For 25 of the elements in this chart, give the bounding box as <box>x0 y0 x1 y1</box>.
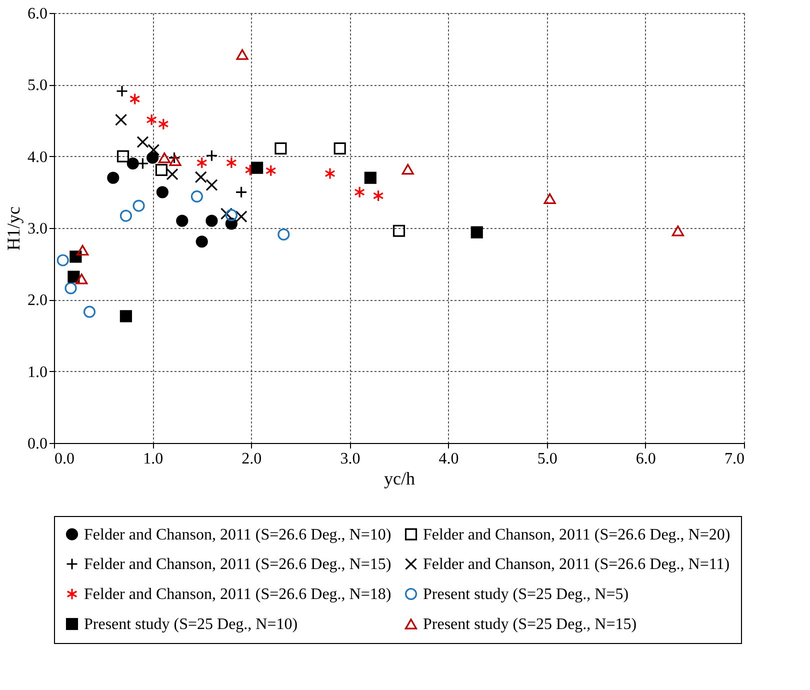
y-tick-label: 2.0 <box>28 292 48 310</box>
y-axis-title: H1/yc <box>4 206 24 250</box>
x-tick-label: 3.0 <box>340 450 360 468</box>
x-axis-title: yc/h <box>384 468 415 488</box>
x-tick-label: 6.0 <box>636 450 656 468</box>
legend-label: Felder and Chanson, 2011 (S=26.6 Deg., N=18) <box>84 586 392 603</box>
y-tick-label: 0.0 <box>28 436 48 452</box>
legend-label: Felder and Chanson, 2011 (S=26.6 Deg., N=10) <box>84 526 392 544</box>
y-tick-label: 4.0 <box>28 148 48 166</box>
x-tick-label: 5.0 <box>537 450 558 468</box>
x-tick-label: 4.0 <box>438 450 459 468</box>
x-tick-label: 1.0 <box>143 450 164 468</box>
legend-label: Present study (S=25 Deg., N=10) <box>84 616 298 633</box>
y-tick-label: 3.0 <box>28 220 48 238</box>
legend-label: Felder and Chanson, 2011 (S=26.6 Deg., N=20) <box>423 526 730 544</box>
legend-label: Felder and Chanson, 2011 (S=26.6 Deg., N=15) <box>84 556 392 573</box>
legend-label: Felder and Chanson, 2011 (S=26.6 Deg., N=11) <box>423 556 730 573</box>
x-tick-label: 7.0 <box>724 450 744 468</box>
y-tick-label: 1.0 <box>28 364 48 381</box>
x-tick-label: 2.0 <box>242 450 262 468</box>
y-tick-label: 5.0 <box>28 77 48 94</box>
legend-label: Present study (S=25 Deg., N=5) <box>423 586 629 603</box>
legend-label: Present study (S=25 Deg., N=15) <box>423 616 637 633</box>
y-tick-label: 6.0 <box>28 6 48 22</box>
x-tick-label: 0.0 <box>54 450 74 468</box>
